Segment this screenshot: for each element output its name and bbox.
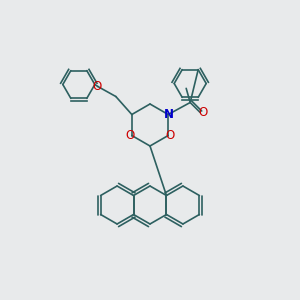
Text: O: O [199,106,208,119]
Text: N: N [164,108,174,121]
Text: O: O [92,80,101,93]
Text: O: O [125,129,134,142]
Text: O: O [166,129,175,142]
